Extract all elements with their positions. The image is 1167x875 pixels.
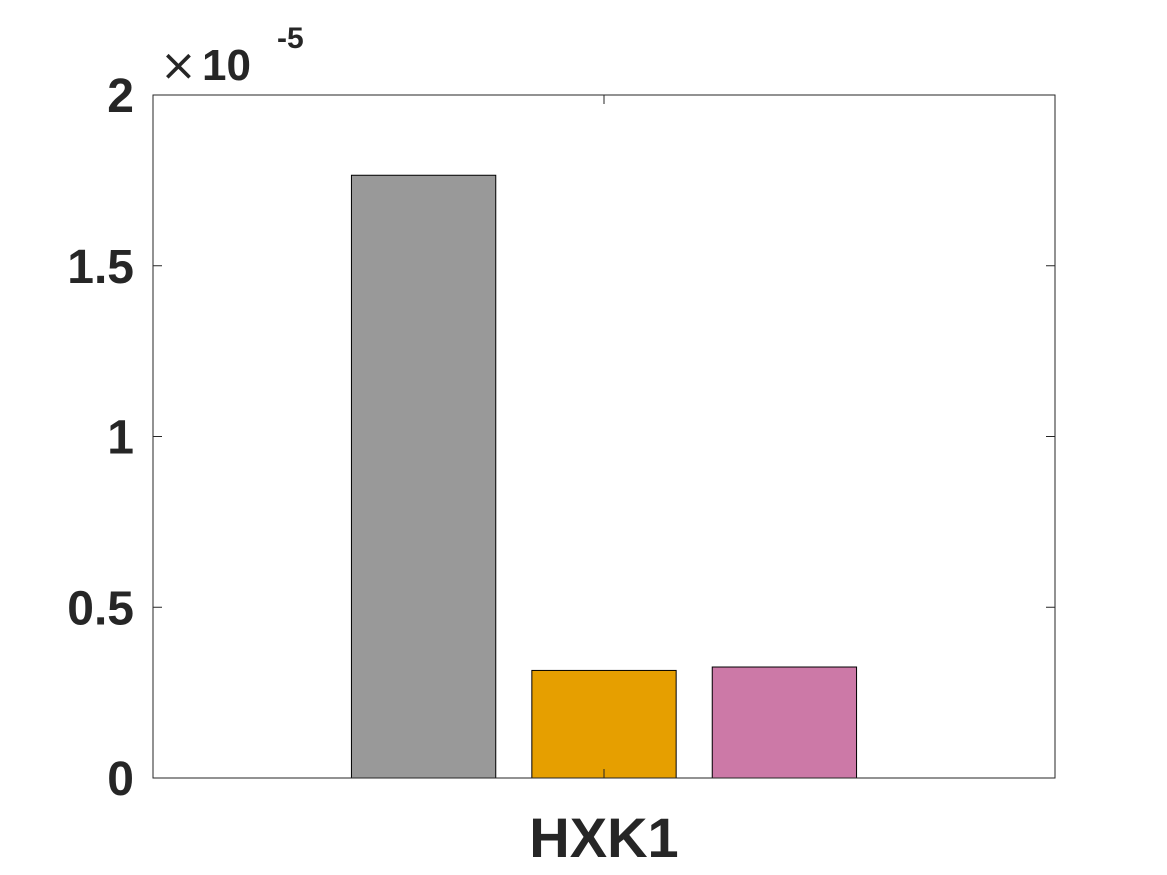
bar-hxk1-series-3 <box>711 666 858 779</box>
exponent-base: 10 <box>202 41 251 90</box>
bars-layer <box>350 174 858 779</box>
y-tick-label: 1.5 <box>67 241 134 294</box>
x-tick-label: HXK1 <box>529 806 678 869</box>
y-tick-label: 2 <box>107 70 134 123</box>
y-tick-label: 1 <box>107 412 134 465</box>
ticks-layer <box>153 94 1055 779</box>
bar-hxk1-series-2 <box>531 669 677 779</box>
exponent-power: -5 <box>277 22 304 55</box>
labels-layer: HXK1 0 0.5 1 1.5 2 <box>67 70 678 869</box>
y-axis-exponent-label: × 10 -5 <box>160 22 304 91</box>
bar-hxk1-series-1 <box>350 174 497 779</box>
y-tick-label: 0.5 <box>67 582 134 635</box>
y-tick-label: 0 <box>107 753 134 806</box>
exponent-times-sign: × <box>160 40 197 91</box>
